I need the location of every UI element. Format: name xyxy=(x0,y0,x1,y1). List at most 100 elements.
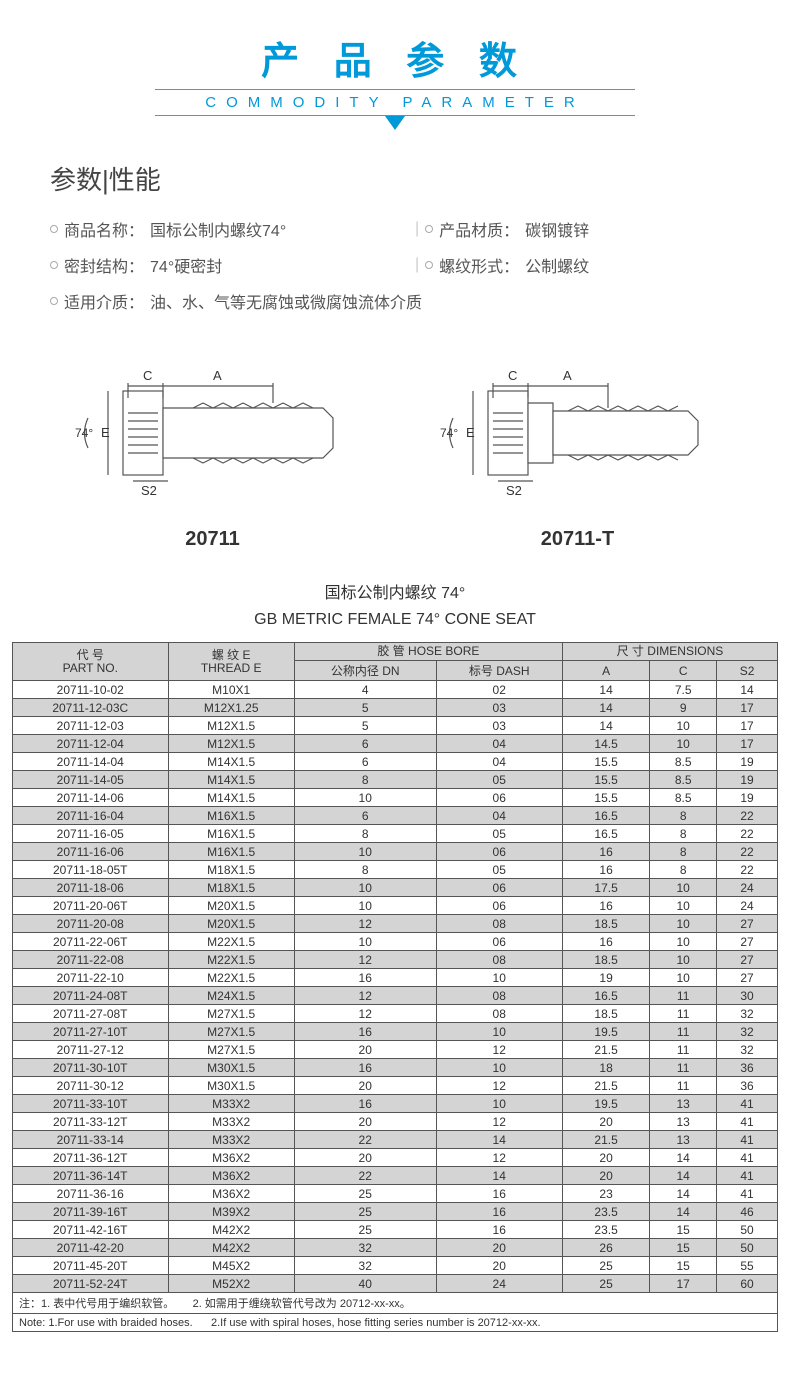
table-cell: M22X1.5 xyxy=(168,933,294,951)
table-row: 20711-20-06TM20X1.51006161024 xyxy=(13,897,778,915)
table-cell: 19.5 xyxy=(562,1023,649,1041)
table-cell: 20 xyxy=(294,1077,436,1095)
table-cell: 16.5 xyxy=(562,987,649,1005)
table-cell: 19 xyxy=(562,969,649,987)
table-cell: 21.5 xyxy=(562,1041,649,1059)
fitting-diagram-icon: C A E 74° S2 xyxy=(73,363,353,503)
table-cell: 41 xyxy=(717,1185,778,1203)
table-cell: 20711-42-16T xyxy=(13,1221,169,1239)
table-cell: 20 xyxy=(562,1167,649,1185)
th-s2: S2 xyxy=(717,661,778,681)
table-cell: 16 xyxy=(562,843,649,861)
table-cell: 08 xyxy=(436,915,562,933)
table-cell: 36 xyxy=(717,1059,778,1077)
section-title: 参数|性能 xyxy=(50,160,740,197)
table-cell: 41 xyxy=(717,1149,778,1167)
table-cell: 10 xyxy=(650,735,717,753)
table-cell: M36X2 xyxy=(168,1185,294,1203)
table-cell: 20711-36-16 xyxy=(13,1185,169,1203)
page-header: 产 品 参 数 COMMODITY PARAMETER xyxy=(0,0,790,140)
table-cell: 8.5 xyxy=(650,753,717,771)
table-cell: 22 xyxy=(717,807,778,825)
table-cell: 20711-33-10T xyxy=(13,1095,169,1113)
table-cell: 20711-22-08 xyxy=(13,951,169,969)
table-row: 20711-18-05TM18X1.580516822 xyxy=(13,861,778,879)
table-cell: 12 xyxy=(436,1041,562,1059)
table-cell: 14 xyxy=(436,1131,562,1149)
table-cell: M30X1.5 xyxy=(168,1059,294,1077)
table-cell: 20711-22-10 xyxy=(13,969,169,987)
table-head: 代 号PART NO. 螺 纹 ETHREAD E 胶 管 HOSE BORE … xyxy=(13,643,778,681)
table-cell: 24 xyxy=(717,897,778,915)
table-row: 20711-22-10M22X1.51610191027 xyxy=(13,969,778,987)
table-cell: M39X2 xyxy=(168,1203,294,1221)
table-cell: 41 xyxy=(717,1131,778,1149)
table-cell: 20 xyxy=(294,1041,436,1059)
table-cell: 20711-42-20 xyxy=(13,1239,169,1257)
table-cell: 24 xyxy=(717,879,778,897)
table-cell: M42X2 xyxy=(168,1221,294,1239)
table-cell: 32 xyxy=(294,1239,436,1257)
table-cell: 50 xyxy=(717,1239,778,1257)
table-cell: 20711-14-04 xyxy=(13,753,169,771)
table-row: 20711-16-06M16X1.5100616822 xyxy=(13,843,778,861)
table-cell: 8 xyxy=(650,861,717,879)
table-cell: 13 xyxy=(650,1131,717,1149)
table-cell: 32 xyxy=(717,1041,778,1059)
table-cell: 14 xyxy=(562,717,649,735)
table-cell: 14 xyxy=(436,1167,562,1185)
spec-thread: |螺纹形式：公制螺纹 xyxy=(415,253,740,277)
th-thread: 螺 纹 ETHREAD E xyxy=(168,643,294,681)
th-a: A xyxy=(562,661,649,681)
th-partno: 代 号PART NO. xyxy=(13,643,169,681)
th-c: C xyxy=(650,661,717,681)
table-cell: 15.5 xyxy=(562,753,649,771)
table-cell: 20711-22-06T xyxy=(13,933,169,951)
svg-text:E: E xyxy=(101,425,110,440)
table-cell: 13 xyxy=(650,1095,717,1113)
table-cell: 20711-14-05 xyxy=(13,771,169,789)
table-cell: 22 xyxy=(294,1167,436,1185)
bullet-icon xyxy=(50,297,58,305)
table-cell: 16 xyxy=(436,1221,562,1239)
table-cell: M52X2 xyxy=(168,1275,294,1293)
table-cell: 16 xyxy=(294,1059,436,1077)
table-cell: 16 xyxy=(294,1095,436,1113)
svg-text:74°: 74° xyxy=(75,426,93,440)
value: 油、水、气等无腐蚀或微腐蚀流体介质 xyxy=(150,289,422,313)
table-cell: 15 xyxy=(650,1221,717,1239)
table-cell: 10 xyxy=(294,879,436,897)
table-row: 20711-36-16M36X22516231441 xyxy=(13,1185,778,1203)
th-dim: 尺 寸 DIMENSIONS xyxy=(562,643,777,661)
table-cell: 16 xyxy=(294,1023,436,1041)
table-cell: M22X1.5 xyxy=(168,951,294,969)
table-cell: 41 xyxy=(717,1095,778,1113)
table-cell: 05 xyxy=(436,825,562,843)
table-cell: 10 xyxy=(650,969,717,987)
th-dash: 标号 DASH xyxy=(436,661,562,681)
diagrams-row: C A E 74° S2 20711 C A xyxy=(0,333,790,561)
table-cell: 10 xyxy=(294,789,436,807)
table-row: 20711-14-05M14X1.580515.58.519 xyxy=(13,771,778,789)
th-hose: 胶 管 HOSE BORE xyxy=(294,643,562,661)
table-cell: 4 xyxy=(294,681,436,699)
table-cell: 40 xyxy=(294,1275,436,1293)
table-cell: 10 xyxy=(650,915,717,933)
table-cell: M20X1.5 xyxy=(168,897,294,915)
table-cell: 16.5 xyxy=(562,807,649,825)
table-cell: 16 xyxy=(562,933,649,951)
table-cell: 8 xyxy=(650,807,717,825)
table-cell: 9 xyxy=(650,699,717,717)
table-cell: 10 xyxy=(436,1059,562,1077)
table-cell: M33X2 xyxy=(168,1131,294,1149)
table-cell: 20711-27-08T xyxy=(13,1005,169,1023)
table-cell: 02 xyxy=(436,681,562,699)
table-cell: 18.5 xyxy=(562,915,649,933)
table-cell: 24 xyxy=(436,1275,562,1293)
table-cell: M10X1 xyxy=(168,681,294,699)
table-cell: 10 xyxy=(650,897,717,915)
table-row: 20711-20-08M20X1.5120818.51027 xyxy=(13,915,778,933)
table-cell: M12X1.25 xyxy=(168,699,294,717)
table-row: 20711-27-10TM27X1.5161019.51132 xyxy=(13,1023,778,1041)
table-cell: 20711-36-14T xyxy=(13,1167,169,1185)
